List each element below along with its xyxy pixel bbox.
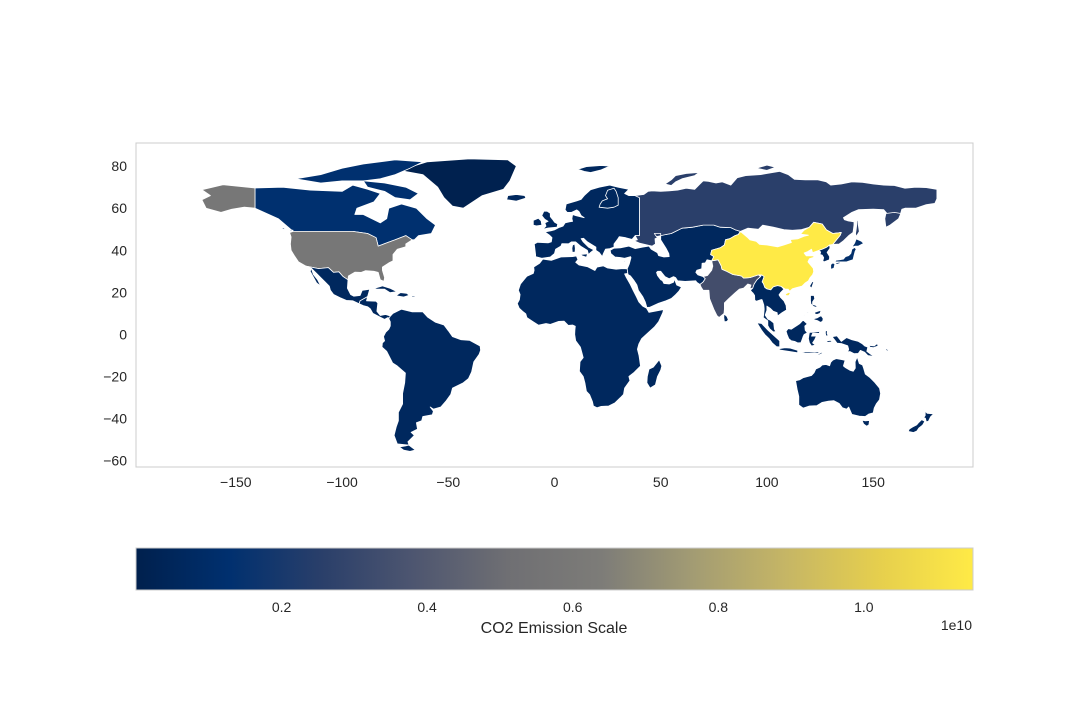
region-new-guinea: [832, 335, 875, 357]
region-canada: [362, 180, 419, 201]
region-united-states: [289, 231, 413, 282]
x-tick-label: −100: [326, 474, 358, 490]
colorbar: 0.2 0.4 0.6 0.8 1.0 CO2 Emission Scale 1e10: [135, 547, 974, 637]
region-mindanao: [813, 315, 824, 323]
colorbar-tick-label: 1.0: [854, 599, 874, 615]
region-jamaica: [387, 295, 393, 298]
region-java: [777, 347, 799, 354]
region-ireland: [532, 217, 543, 227]
region-hainan: [784, 291, 791, 297]
region-hispaniola: [395, 292, 410, 298]
map-land: [201, 158, 938, 452]
region-svalbard: [577, 165, 611, 173]
region-seram: [826, 339, 833, 343]
region-borneo: [785, 319, 808, 344]
region-new-zealand: [907, 419, 926, 433]
y-tick-label: −20: [103, 369, 127, 385]
region-sardinia-corsica: [571, 243, 576, 253]
region-lesser-sunda: [799, 351, 821, 354]
region-southeast-asia: [750, 274, 787, 333]
region-finland-baltic: [598, 187, 619, 209]
y-tick-label: 80: [111, 158, 127, 174]
colorbar-tick-label: 0.4: [417, 599, 437, 615]
region-palawan: [803, 310, 810, 317]
region-japan: [834, 247, 857, 263]
colorbar-label: CO2 Emission Scale: [481, 620, 628, 637]
map-frame: [135, 142, 974, 468]
region-timor: [816, 351, 825, 357]
region-halmahera: [825, 329, 829, 337]
region-canada: [281, 226, 294, 232]
y-tick-label: −40: [103, 411, 127, 427]
colorbar-gradient: [135, 547, 974, 591]
x-tick-label: −150: [220, 474, 252, 490]
region-central-america: [358, 296, 391, 320]
region-cyprus: [622, 259, 629, 263]
region-visayas: [814, 309, 822, 315]
region-kamchatka: [884, 212, 902, 228]
region-japan: [835, 261, 841, 265]
colorbar-tick-label: 0.2: [272, 599, 292, 615]
region-japan: [830, 262, 836, 270]
region-puerto-rico: [411, 295, 416, 298]
colorbar-ticks: 0.2 0.4 0.6 0.8 1.0: [272, 599, 874, 615]
region-australia: [795, 356, 881, 417]
y-tick-label: 0: [119, 327, 127, 343]
colorbar-offset-text: 1e10: [941, 617, 972, 633]
region-india: [699, 259, 761, 318]
colorbar-tick-label: 0.8: [709, 599, 729, 615]
region-sri-lanka: [723, 313, 729, 323]
region-korea: [818, 244, 831, 263]
region-novaya-zemlya: [664, 172, 700, 186]
region-solomons: [884, 347, 890, 352]
region-japan: [851, 238, 864, 248]
region-taiwan: [809, 281, 815, 289]
y-tick-label: 20: [111, 284, 127, 300]
x-tick-label: 0: [551, 474, 559, 490]
y-tick-label: −60: [103, 453, 127, 469]
region-luzon: [810, 295, 819, 309]
y-tick-label: 60: [111, 200, 127, 216]
region-alaska: [201, 184, 256, 213]
map-y-ticks: 80 60 40 20 0 −20 −40 −60: [103, 158, 127, 469]
axes-frame: [135, 142, 974, 468]
map-axes: −150 −100 −50 0 50 100 150 80 60 40 20 0 −20 −40 −60: [103, 142, 974, 490]
region-canada: [294, 159, 424, 184]
region-mexico: [309, 267, 322, 287]
region-new-zealand: [921, 406, 935, 423]
region-africa: [516, 255, 664, 409]
x-tick-label: 150: [862, 474, 886, 490]
colorbar-tick-label: 0.6: [563, 599, 583, 615]
y-tick-label: 40: [111, 242, 127, 258]
region-severnaya-zemlya: [755, 164, 776, 171]
region-sicily: [580, 253, 588, 258]
region-iceland: [506, 194, 527, 202]
region-madagascar: [646, 359, 663, 389]
region-cuba: [373, 285, 398, 293]
region-bismarck: [868, 342, 879, 349]
x-tick-label: 100: [755, 474, 779, 490]
region-sakhalin: [855, 219, 860, 237]
x-tick-label: −50: [436, 474, 460, 490]
map-x-ticks: −150 −100 −50 0 50 100 150: [220, 474, 885, 490]
region-tierra-del-fuego: [399, 444, 416, 452]
region-britain: [541, 210, 559, 230]
region-greenland: [399, 158, 517, 209]
region-sumatra: [756, 322, 781, 348]
region-south-america: [381, 308, 481, 446]
region-sulawesi: [808, 330, 821, 347]
x-tick-label: 50: [653, 474, 669, 490]
region-tasmania: [861, 419, 870, 427]
